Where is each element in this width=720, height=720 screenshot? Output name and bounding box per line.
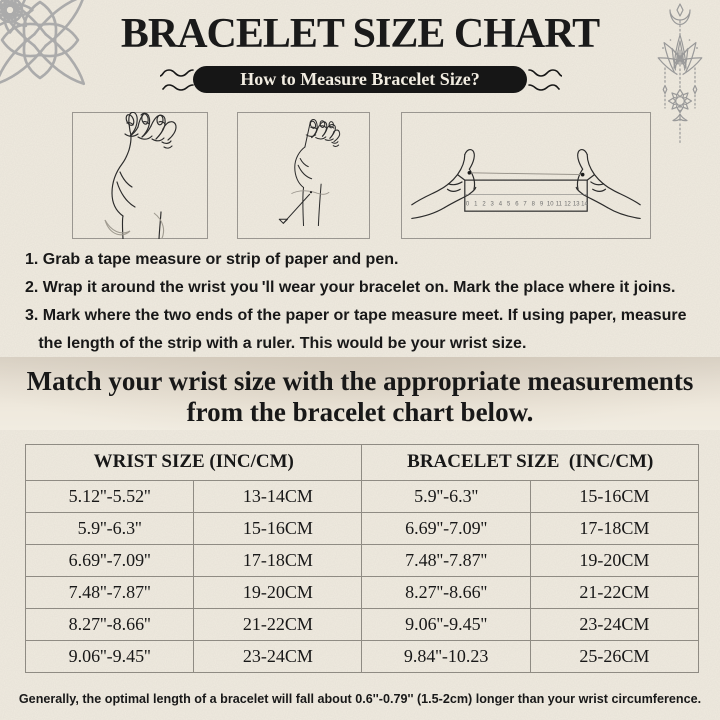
- svg-text:13: 13: [573, 202, 580, 208]
- svg-text:9: 9: [540, 202, 544, 208]
- svg-text:2: 2: [482, 202, 485, 208]
- svg-text:14: 14: [581, 202, 588, 208]
- svg-text:11: 11: [556, 202, 562, 208]
- svg-text:5: 5: [507, 202, 511, 208]
- svg-text:3: 3: [491, 202, 495, 208]
- svg-text:7: 7: [523, 202, 526, 208]
- svg-text:8: 8: [532, 202, 536, 208]
- svg-text:1: 1: [474, 202, 477, 208]
- svg-text:0: 0: [466, 202, 470, 208]
- svg-text:6: 6: [515, 202, 519, 208]
- svg-text:12: 12: [564, 202, 571, 208]
- svg-text:10: 10: [547, 202, 554, 208]
- svg-text:4: 4: [499, 202, 503, 208]
